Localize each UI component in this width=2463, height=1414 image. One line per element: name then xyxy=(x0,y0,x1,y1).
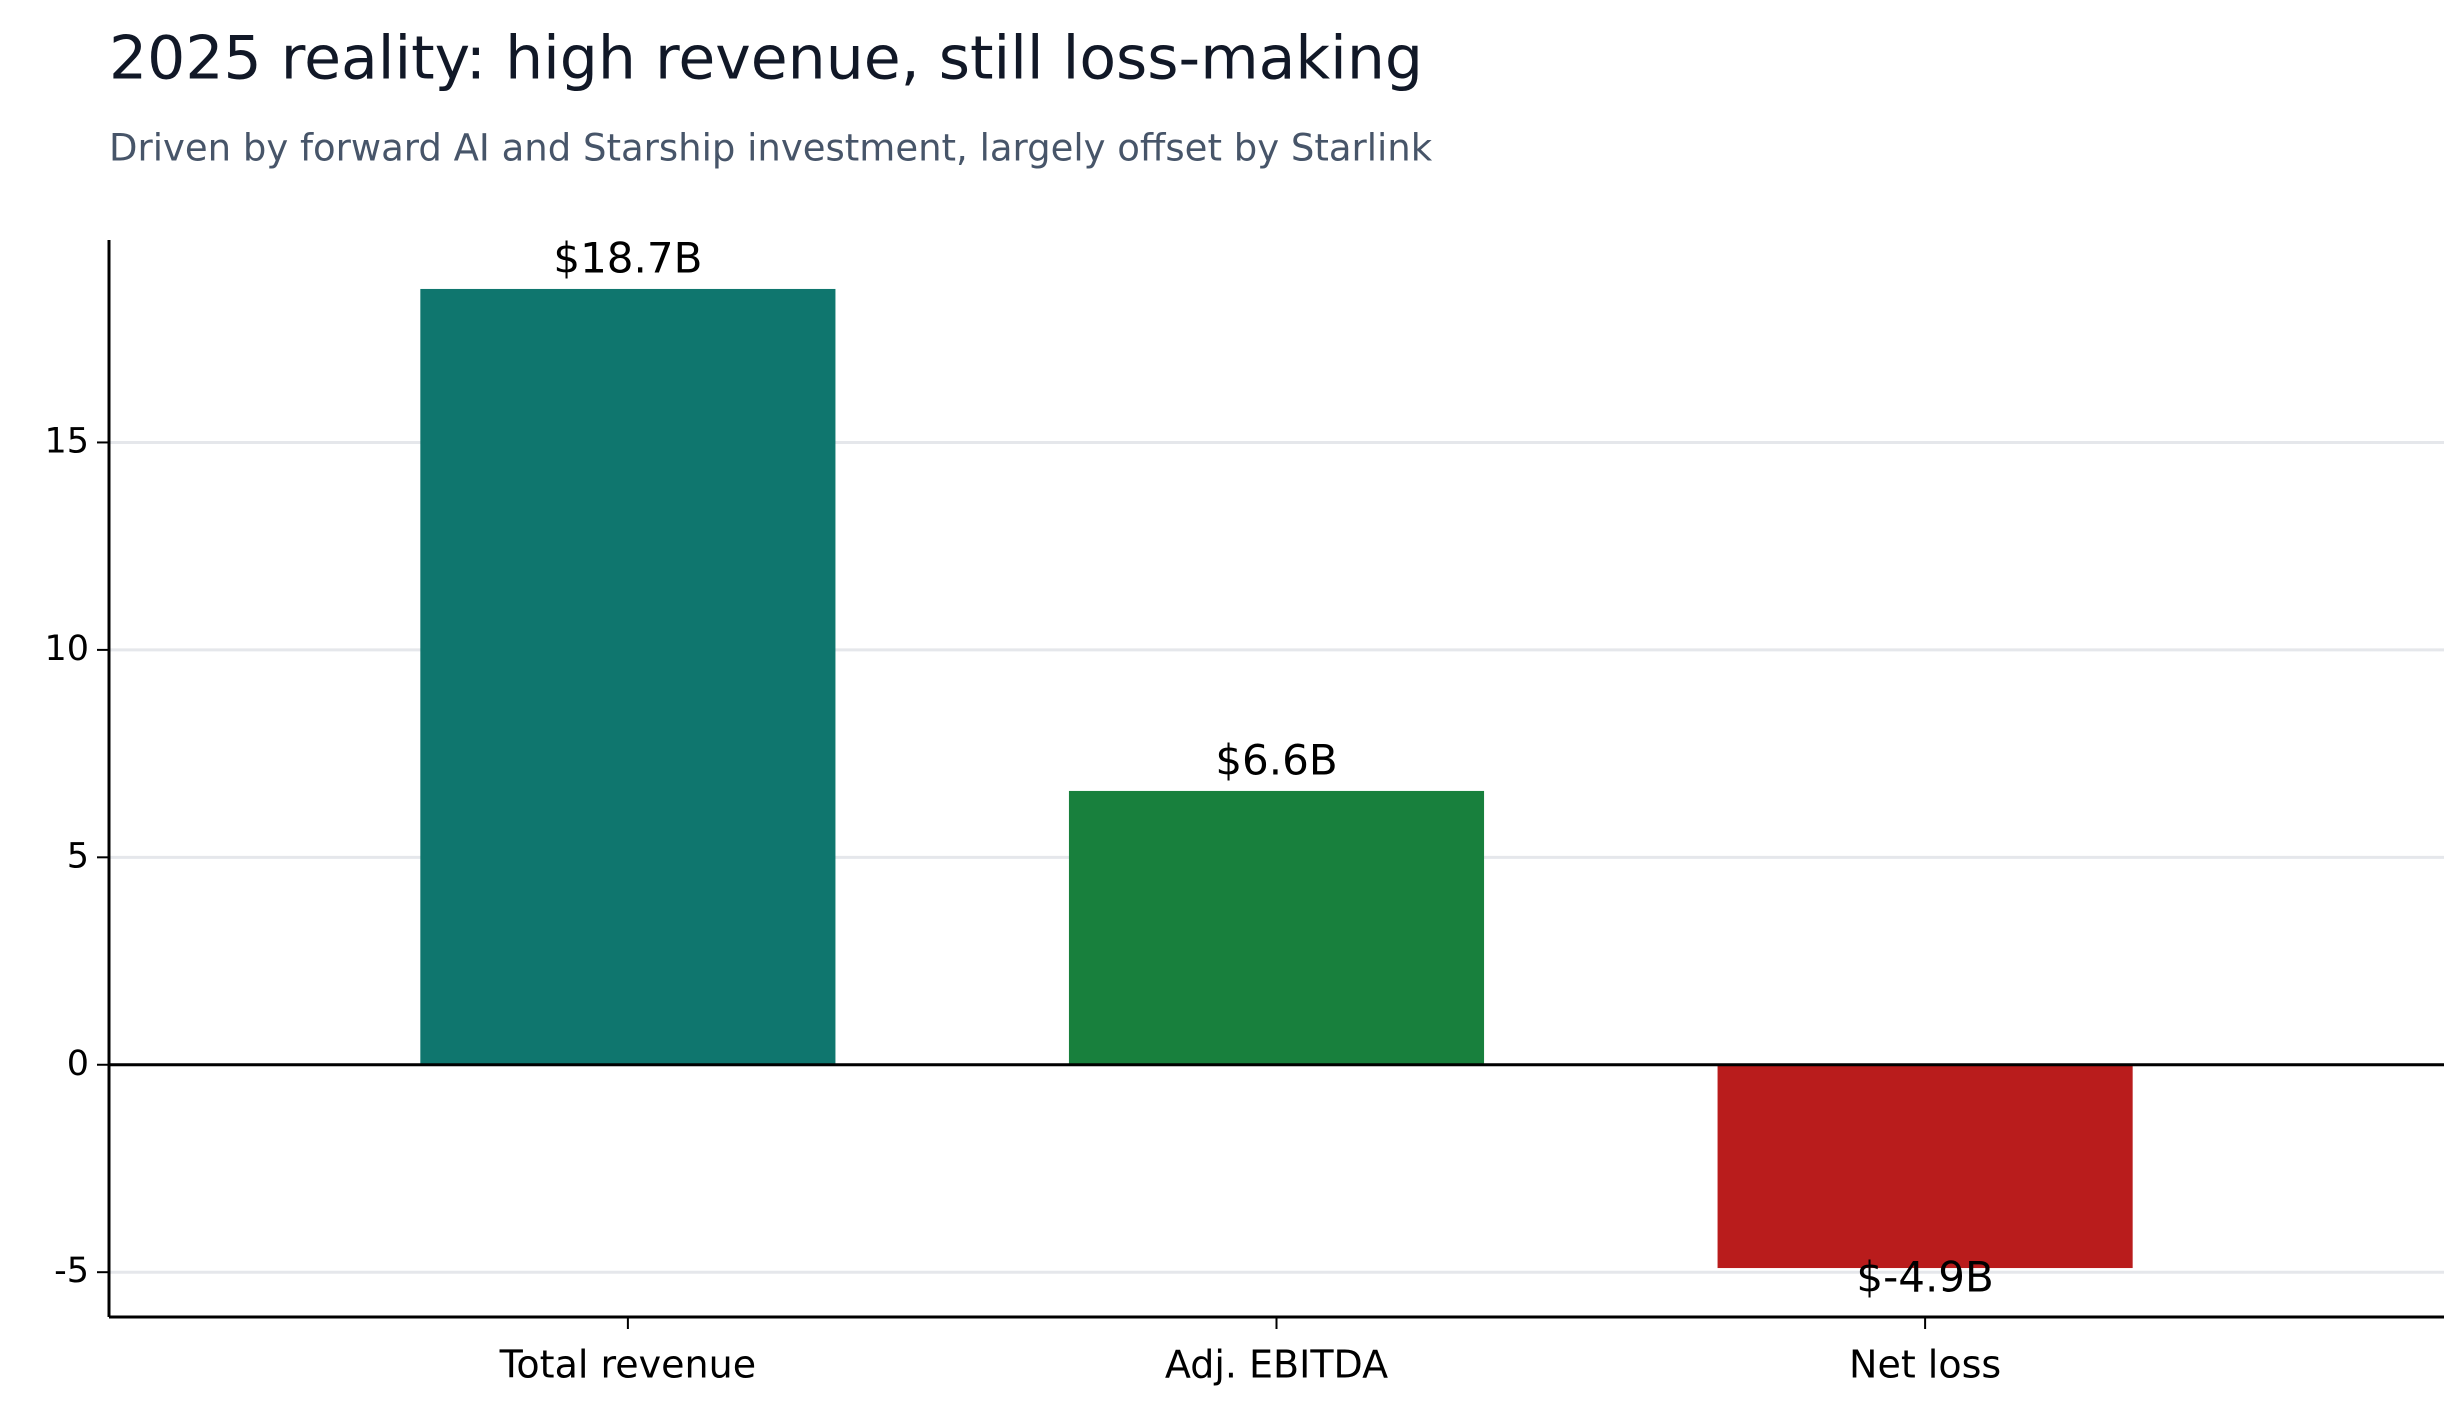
y-tick-label: -5 xyxy=(54,1251,89,1291)
y-tick-label: 5 xyxy=(67,836,89,876)
bar xyxy=(420,288,836,1065)
bar xyxy=(1068,790,1485,1065)
x-tick-label: Net loss xyxy=(1849,1343,2001,1387)
x-tick-label: Adj. EBITDA xyxy=(1165,1343,1388,1387)
value-label: $18.7B xyxy=(553,233,702,282)
chart-subtitle: Driven by forward AI and Starship invest… xyxy=(109,127,1433,170)
x-tick-label: Total revenue xyxy=(499,1343,756,1387)
y-tick-label: 15 xyxy=(44,421,89,461)
y-tick-label: 10 xyxy=(44,629,89,669)
y-tick-label: 0 xyxy=(67,1044,89,1084)
bar xyxy=(1717,1064,2133,1269)
value-label: $6.6B xyxy=(1215,735,1337,784)
value-label: $-4.9B xyxy=(1856,1253,1993,1302)
chart-title: 2025 reality: high revenue, still loss-m… xyxy=(109,24,1423,94)
